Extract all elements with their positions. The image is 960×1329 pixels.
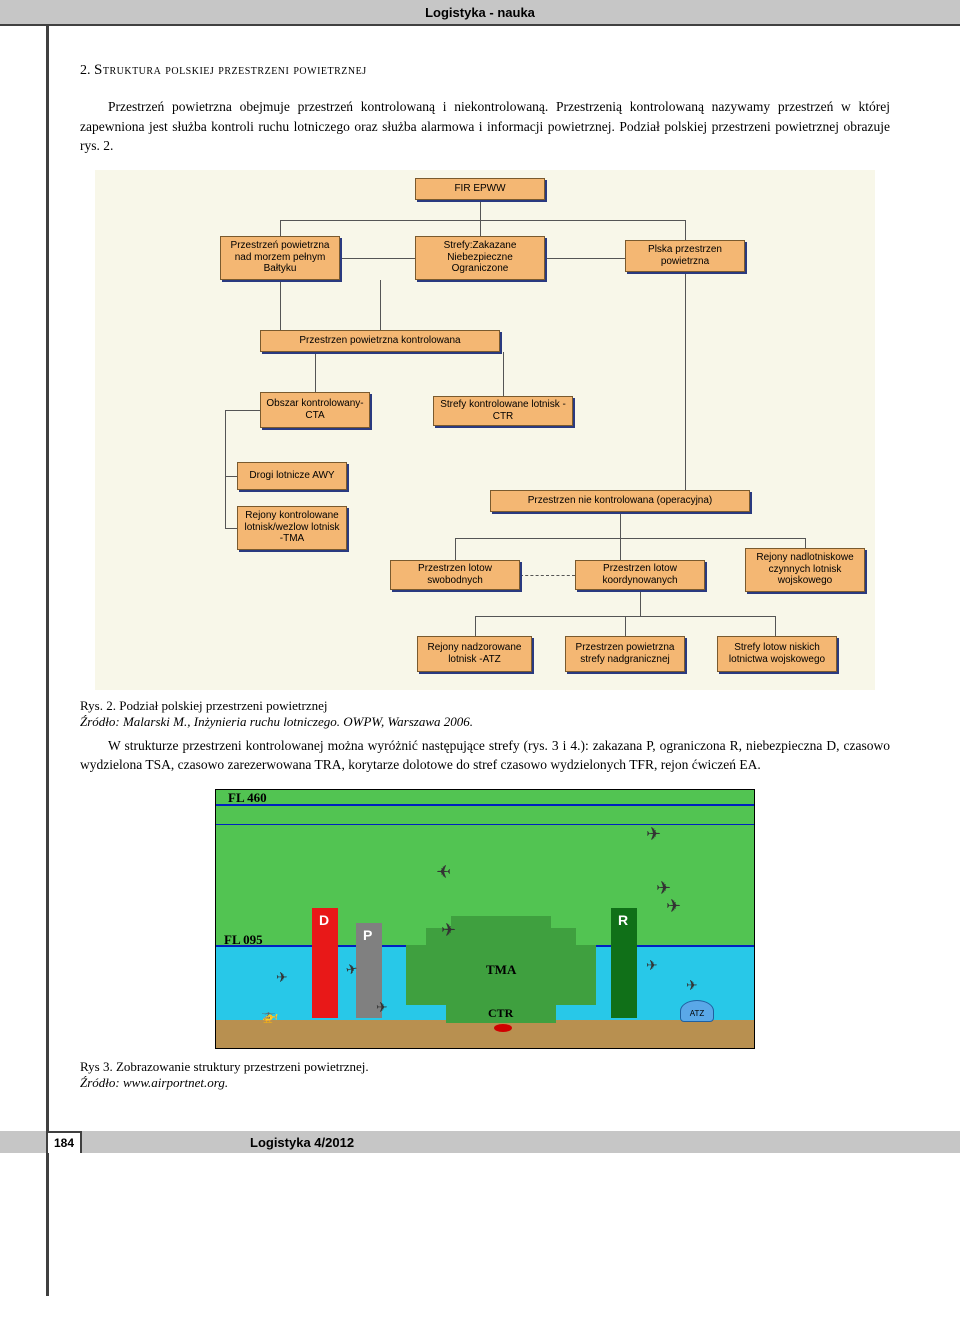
fc-box-awy: Drogi lotnicze AWY: [237, 462, 347, 490]
fl460-label: FL 460: [228, 790, 267, 806]
airspace-figure: FL 460 FL 095 TMA CTR D P R ATZ ✈ ✈ ✈ ✈ …: [215, 789, 755, 1049]
heli-icon: 🚁: [261, 1008, 278, 1025]
fc-line: [315, 352, 316, 392]
fc-line: [503, 352, 504, 396]
fc-line: [775, 616, 776, 636]
fc-line: [280, 220, 685, 221]
fc-line: [225, 410, 260, 411]
fc-line: [225, 476, 237, 477]
fc-box-wojsk: Rejony nadlotniskowe czynnych lotnisk wo…: [745, 548, 865, 592]
header-title: Logistyka - nauka: [425, 5, 535, 20]
plane-icon: ✈: [646, 824, 661, 845]
caption-fig2-line1: Rys. 2. Podział polskiej przestrzeni pow…: [80, 698, 890, 714]
fc-line: [380, 280, 381, 330]
page-content: 2. Struktura polskiej przestrzeni powiet…: [0, 26, 960, 1121]
fc-box-koord: Przestrzen lotow koordynowanych: [575, 560, 705, 590]
caption-fig3-line1: Rys 3. Zobrazowanie struktury przestrzen…: [80, 1059, 890, 1075]
ctr-label: CTR: [488, 1006, 513, 1021]
plane-icon: ✈: [441, 920, 456, 941]
flowchart-figure: FIR EPWW Przestrzeń powietrzna nad morze…: [95, 170, 875, 690]
page-number: 184: [46, 1131, 82, 1153]
fc-box-niekon: Przestrzen nie kontrolowana (operacyjna): [490, 490, 750, 512]
column-r: R: [611, 908, 637, 1018]
fc-box-fir: FIR EPWW: [415, 178, 545, 200]
caption-fig3-source: Źródło: www.airportnet.org.: [80, 1075, 890, 1091]
fc-line: [685, 220, 686, 240]
fc-box-cta: Obszar kontrolowany- CTA: [260, 392, 370, 428]
fc-box-baltyk: Przestrzeń powietrzna nad morzem pełnym …: [220, 236, 340, 280]
fc-line: [545, 258, 625, 259]
fc-box-swob: Przestrzen lotow swobodnych: [390, 560, 520, 590]
atz-cylinder: ATZ: [680, 1000, 714, 1022]
caption-fig2: Rys. 2. Podział polskiej przestrzeni pow…: [80, 698, 890, 730]
fc-line: [225, 410, 226, 528]
fc-box-kontrol: Przestrzen powietrzna kontrolowana: [260, 330, 500, 352]
fc-box-strefy: Strefy:Zakazane Niebezpieczne Ograniczon…: [415, 236, 545, 280]
fc-box-nadgr: Przestrzen powietrzna strefy nadgraniczn…: [565, 636, 685, 672]
header-bar: Logistyka - nauka: [0, 0, 960, 26]
caption-fig2-source: Źródło: Malarski M., Inżynieria ruchu lo…: [80, 714, 890, 730]
fc-line: [455, 538, 456, 560]
column-d: D: [312, 908, 338, 1018]
plane-icon: ✈: [276, 970, 288, 987]
fl-line: [216, 824, 754, 825]
fc-line: [225, 528, 237, 529]
section-title: truktura polskiej przestrzeni powietrzne…: [103, 63, 367, 78]
section-title-first: S: [94, 62, 103, 78]
fc-box-atz: Rejony nadzorowane lotnisk -ATZ: [417, 636, 532, 672]
fl-line: [216, 804, 754, 806]
fc-box-niskie: Strefy lotow niskich lotnictwa wojskoweg…: [717, 636, 837, 672]
fc-line: [340, 258, 415, 259]
column-d-label: D: [319, 912, 329, 928]
ground: [216, 1020, 754, 1049]
plane-icon: ✈: [646, 958, 658, 975]
fc-box-ctr: Strefy kontrolowane lotnisk -CTR: [433, 396, 573, 426]
paragraph-1: Przestrzeń powietrzna obejmuje przestrze…: [80, 97, 890, 156]
fc-line: [685, 272, 686, 490]
fl095-label: FL 095: [224, 932, 263, 948]
section-number: 2.: [80, 63, 91, 78]
caption-fig3: Rys 3. Zobrazowanie struktury przestrzen…: [80, 1059, 890, 1091]
fc-line: [640, 590, 641, 616]
fc-box-plska: Plska przestrzen powietrzna: [625, 240, 745, 272]
footer-bar: [0, 1131, 960, 1153]
fc-line: [480, 200, 481, 236]
footer: 184 Logistyka 4/2012: [0, 1121, 960, 1153]
tma-label: TMA: [486, 962, 516, 978]
paragraph-2: W strukturze przestrzeni kontrolowanej m…: [80, 736, 890, 775]
fc-line: [625, 616, 626, 636]
fc-box-tma: Rejony kontrolowane lotnisk/wezlow lotni…: [237, 506, 347, 550]
fc-line: [280, 220, 281, 236]
plane-icon: ✈: [376, 1000, 388, 1017]
fc-line: [520, 575, 575, 576]
fc-line: [805, 538, 806, 548]
column-p-label: P: [363, 927, 372, 943]
plane-icon: ✈: [686, 978, 698, 995]
plane-icon: ✈: [666, 896, 681, 917]
section-heading: 2. Struktura polskiej przestrzeni powiet…: [80, 62, 890, 79]
fc-line: [280, 280, 281, 330]
fc-line: [455, 538, 805, 539]
fc-line: [475, 616, 476, 636]
column-r-label: R: [618, 912, 628, 928]
fc-line: [620, 512, 621, 560]
plane-icon: ✈: [436, 862, 451, 883]
ctr-dot: [494, 1024, 512, 1032]
tma-step: [451, 916, 551, 930]
footer-text: Logistyka 4/2012: [250, 1135, 354, 1150]
